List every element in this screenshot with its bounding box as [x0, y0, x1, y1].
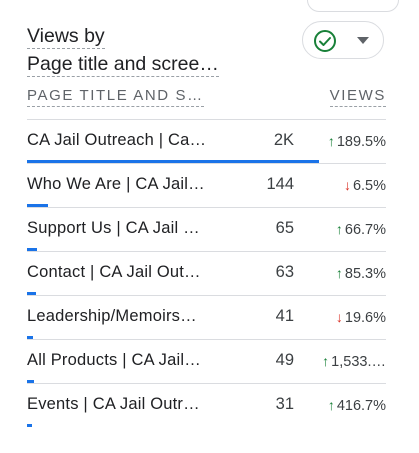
views-bar — [27, 292, 36, 295]
row-change: ↓ 6.5% — [318, 177, 386, 194]
column-header-page-title[interactable]: PAGE TITLE AND S… — [27, 87, 204, 107]
table-row[interactable]: Contact | CA Jail Out… 63 ↑ 85.3% — [27, 251, 386, 295]
row-change: ↑ 1,533.… — [318, 353, 386, 370]
table-row[interactable]: Events | CA Jail Outr… 31 ↑ 416.7% — [27, 383, 386, 427]
row-change-value: 85.3% — [344, 266, 386, 282]
trend-arrow-icon: ↑ — [322, 353, 330, 369]
views-bar — [27, 204, 48, 207]
row-title: All Products | CA Jail… — [27, 351, 201, 369]
table-row[interactable]: Support Us | CA Jail … 65 ↑ 66.7% — [27, 207, 386, 251]
pages-table: CA Jail Outreach | Ca… 2K ↑ 189.5% Who We… — [27, 119, 386, 427]
table-row[interactable]: Who We Are | CA Jail… 144 ↓ 6.5% — [27, 163, 386, 207]
card-title: Views by Page title and scree… — [27, 22, 267, 78]
row-title: CA Jail Outreach | Ca… — [27, 131, 207, 149]
table-row[interactable]: Leadership/Memoirs… 41 ↓ 19.6% — [27, 295, 386, 339]
trend-arrow-icon: ↓ — [335, 309, 343, 325]
title-dimension[interactable]: Page title and scree… — [27, 53, 219, 77]
table-row[interactable]: All Products | CA Jail… 49 ↑ 1,533.… — [27, 339, 386, 383]
row-views: 65 — [275, 219, 294, 237]
row-views: 144 — [266, 175, 294, 193]
row-change-value: 189.5% — [336, 134, 386, 150]
row-change: ↑ 66.7% — [318, 221, 386, 238]
row-title: Contact | CA Jail Out… — [27, 263, 201, 281]
title-metric[interactable]: Views by — [27, 25, 105, 49]
trend-arrow-icon: ↑ — [335, 221, 343, 237]
views-bar — [27, 336, 33, 339]
row-views: 49 — [275, 351, 294, 369]
row-change-value: 416.7% — [336, 398, 386, 414]
table-row[interactable]: CA Jail Outreach | Ca… 2K ↑ 189.5% — [27, 119, 386, 163]
trend-arrow-icon: ↓ — [343, 177, 351, 193]
row-change-value: 6.5% — [352, 178, 386, 194]
row-views: 31 — [275, 395, 294, 413]
row-change: ↑ 85.3% — [318, 265, 386, 282]
row-change-value: 1,533.… — [331, 354, 386, 370]
trend-arrow-icon: ↑ — [335, 265, 343, 281]
caret-down-icon — [357, 37, 369, 44]
views-bar — [27, 248, 37, 251]
views-bar — [27, 424, 32, 427]
row-change: ↓ 19.6% — [318, 309, 386, 326]
row-change-value: 19.6% — [344, 310, 386, 326]
row-views: 41 — [275, 307, 294, 325]
trend-arrow-icon: ↑ — [327, 133, 335, 149]
trend-arrow-icon: ↑ — [327, 397, 335, 413]
row-title: Events | CA Jail Outr… — [27, 395, 200, 413]
comparison-selector[interactable] — [302, 21, 384, 59]
row-title: Support Us | CA Jail … — [27, 219, 200, 237]
row-change: ↑ 189.5% — [318, 133, 386, 150]
row-title: Who We Are | CA Jail… — [27, 175, 205, 193]
views-bar — [27, 160, 319, 163]
row-change-value: 66.7% — [344, 222, 386, 238]
row-title: Leadership/Memoirs… — [27, 307, 197, 325]
views-bar — [27, 380, 34, 383]
row-views: 63 — [275, 263, 294, 281]
row-views: 2K — [273, 131, 294, 149]
column-header-views[interactable]: VIEWS — [329, 87, 386, 107]
partial-control-top[interactable] — [307, 0, 399, 12]
check-circle-icon — [314, 30, 336, 52]
row-change: ↑ 416.7% — [318, 397, 386, 414]
